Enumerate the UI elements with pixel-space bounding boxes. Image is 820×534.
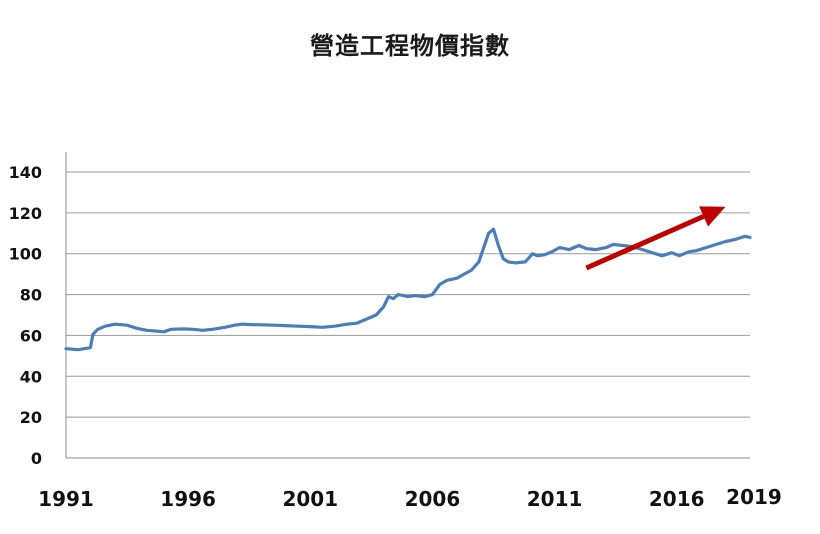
y-tick-label: 0 — [31, 449, 42, 468]
series-line — [64, 227, 752, 352]
y-tick-label: 80 — [20, 286, 42, 305]
chart-title: 營造工程物價指數 — [310, 32, 510, 60]
trend-arrow-head — [699, 206, 726, 227]
x-axis-tick-labels: 1991 1996 2001 2006 2011 2016 2019 — [38, 485, 782, 511]
x-tick-label: 1996 — [160, 487, 216, 511]
annotations — [585, 206, 726, 271]
trend-arrow-shaft — [585, 214, 705, 271]
axes — [65, 152, 750, 459]
x-tick-label: 2019 — [726, 485, 782, 509]
x-tick-label: 2001 — [282, 487, 338, 511]
y-tick-label: 100 — [9, 245, 42, 264]
y-axis-tick-labels: 0 20 40 60 80 100 120 140 — [9, 163, 42, 468]
x-tick-label: 1991 — [38, 487, 94, 511]
series-layer — [64, 227, 752, 352]
x-tick-label: 2006 — [405, 487, 461, 511]
y-tick-label: 20 — [20, 408, 42, 427]
x-tick-label: 2011 — [527, 487, 583, 511]
x-tick-label: 2016 — [649, 487, 705, 511]
y-tick-label: 60 — [20, 326, 42, 345]
gridlines — [66, 171, 750, 418]
y-tick-label: 40 — [20, 367, 42, 386]
y-tick-label: 120 — [9, 204, 42, 223]
y-tick-label: 140 — [9, 163, 42, 182]
